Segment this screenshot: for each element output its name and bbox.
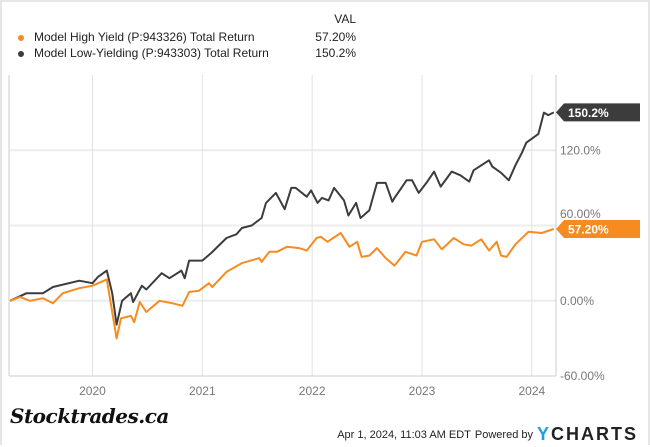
series-line-1 <box>9 228 555 340</box>
powered-by-label: Powered by <box>474 428 533 441</box>
timestamp: Apr 1, 2024, 11:03 AM EDT <box>337 428 471 441</box>
end-value-flag <box>556 103 640 122</box>
x-tick-label: 2020 <box>79 384 106 398</box>
series-line-0 <box>9 111 555 326</box>
legend-dot-icon <box>18 51 24 57</box>
x-tick-label: 2024 <box>518 384 545 398</box>
end-value-flag <box>556 220 640 239</box>
ycharts-logo-y: Y <box>536 424 551 444</box>
legend-dot-icon <box>18 35 24 41</box>
y-tick-label: 120.0% <box>560 143 601 157</box>
x-tick-label: 2021 <box>189 384 216 398</box>
end-value-label: 57.20% <box>568 223 609 237</box>
x-tick-label: 2023 <box>409 384 436 398</box>
legend-value: 57.20% <box>315 30 356 44</box>
legend-label: Model Low-Yielding (P:943303) Total Retu… <box>34 46 269 60</box>
legend-header: VAL <box>334 12 356 26</box>
watermark-logo: Stocktrades.ca <box>10 404 169 428</box>
x-tick-label: 2022 <box>299 384 326 398</box>
end-value-label: 150.2% <box>568 106 609 120</box>
footer: Apr 1, 2024, 11:03 AM EDT Powered by YCH… <box>337 424 638 445</box>
legend-value: 150.2% <box>315 46 356 60</box>
y-tick-label: -60.00% <box>560 369 605 383</box>
y-tick-label: 60.00% <box>560 207 601 221</box>
y-tick-label: 0.00% <box>560 294 594 308</box>
legend-label: Model High Yield (P:943326) Total Return <box>34 30 255 44</box>
ycharts-logo-text: CHARTS <box>551 424 638 444</box>
ycharts-logo[interactable]: YCHARTS <box>537 424 638 445</box>
